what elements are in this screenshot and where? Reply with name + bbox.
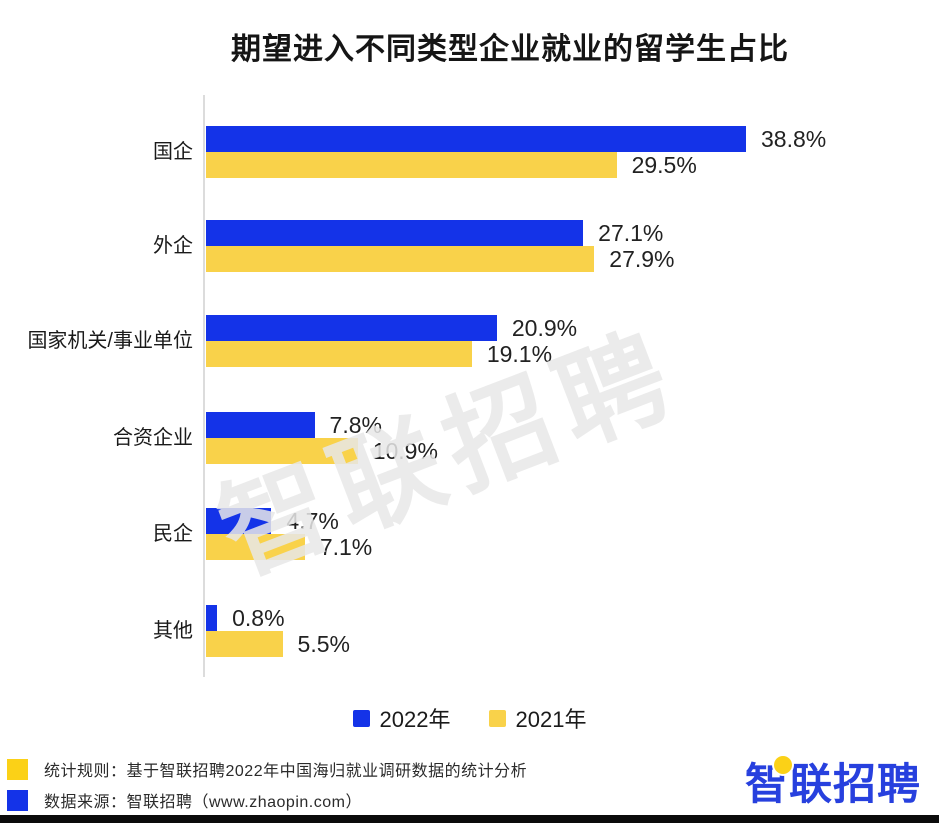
bar-2022: [206, 605, 218, 631]
bar-2021: [206, 152, 617, 178]
category-label: 国家机关/事业单位: [27, 330, 193, 352]
bar-2022: [206, 126, 746, 152]
bar-chart: 国企 38.8% 29.5% 外企 27.1% 27.9% 国家机关/事业单位 20.9% 19…: [0, 95, 939, 677]
bar-2021: [206, 341, 472, 367]
legend-swatch: [488, 709, 506, 727]
bar-2021: [206, 438, 358, 464]
footer-note-text: 数据来源：智联招聘（www.zhaopin.com）: [44, 794, 362, 811]
value-label-2022: 4.7%: [286, 508, 339, 534]
value-label-2022: 20.9%: [511, 315, 578, 341]
category-label: 其他: [153, 620, 193, 642]
bar-2021: [206, 246, 595, 272]
logo-text: 智联招聘: [745, 761, 921, 809]
category-label: 民企: [153, 523, 193, 545]
value-label-2022: 38.8%: [761, 126, 827, 152]
value-label-2022: 27.1%: [598, 220, 664, 246]
legend-label: 2021年: [515, 707, 587, 732]
value-label-2022: 0.8%: [232, 605, 285, 631]
legend: 2022年 2021年: [0, 702, 939, 734]
bar-2022: [206, 220, 584, 246]
footer-marker: [7, 789, 28, 811]
zhaopin-logo: 智联招聘: [745, 750, 921, 812]
legend-item: 2021年: [488, 702, 587, 734]
bar-2021: [206, 631, 283, 657]
category-label: 外企: [153, 235, 193, 257]
bar-2021: [206, 534, 305, 560]
footer-note-line: 数据来源：智联招聘（www.zhaopin.com）: [7, 788, 362, 812]
legend-swatch: [352, 709, 370, 727]
bar-2022: [206, 315, 497, 341]
logo-dot-icon: [774, 756, 792, 774]
footer-marker: [7, 758, 28, 780]
category-label: 合资企业: [113, 427, 193, 449]
value-label-2021: 19.1%: [486, 341, 553, 367]
category-label: 国企: [153, 141, 193, 163]
chart-title: 期望进入不同类型企业就业的留学生占比: [231, 33, 789, 66]
value-label-2021: 29.5%: [631, 152, 697, 178]
value-label-2021: 7.1%: [319, 534, 373, 560]
value-label-2021: 5.5%: [297, 631, 350, 657]
legend-label: 2022年: [379, 707, 451, 732]
footer-note-text: 统计规则：基于智联招聘2022年中国海归就业调研数据的统计分析: [44, 763, 528, 780]
bottom-black-bar: [0, 815, 939, 823]
footer-note-line: 统计规则：基于智联招聘2022年中国海归就业调研数据的统计分析: [7, 757, 527, 781]
bar-2022: [206, 508, 272, 534]
legend-item: 2022年: [352, 702, 451, 734]
y-axis-line: [203, 95, 205, 677]
value-label-2022: 7.8%: [329, 412, 382, 438]
value-label-2021: 27.9%: [609, 246, 675, 272]
bar-2022: [206, 412, 315, 438]
value-label-2021: 10.9%: [372, 438, 438, 464]
